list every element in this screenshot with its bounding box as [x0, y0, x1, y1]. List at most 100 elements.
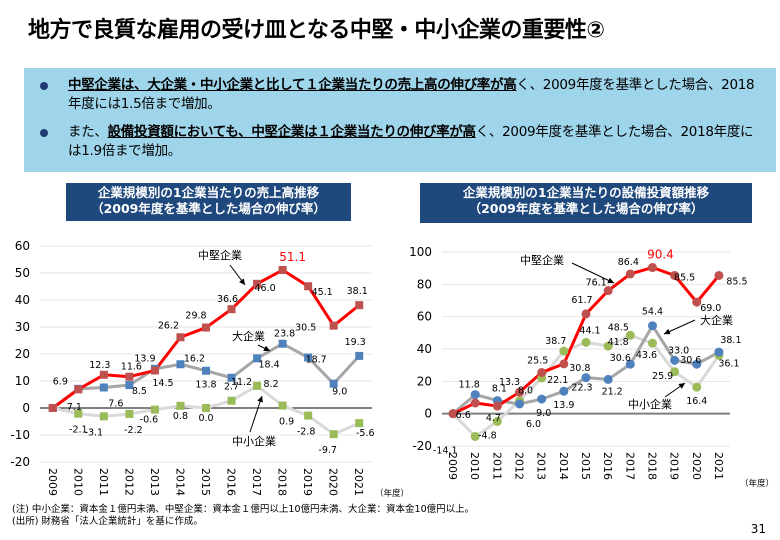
chart-title-line: 企業規模別の1企業当たりの売上高推移 — [97, 185, 320, 200]
data-label-daikigyo: 7.1 — [67, 402, 82, 413]
data-label-chuken: 90.4 — [647, 248, 674, 262]
data-label-chuken: 86.4 — [618, 257, 639, 268]
data-label-chusho: -5.6 — [356, 428, 375, 439]
data-point-chuken — [150, 366, 159, 375]
data-label-daikigyo: 7.6 — [108, 398, 123, 409]
chart-subtitle-line: （2009年度を基準とした場合の伸び率） — [91, 201, 326, 216]
data-label-chuken: 6.9 — [53, 376, 68, 387]
y-tick-label: 50 — [15, 266, 30, 280]
data-label-chusho: 22.1 — [547, 375, 568, 386]
x-axis-unit-label: （年度） — [375, 488, 409, 499]
x-tick-label: 2011 — [97, 468, 110, 496]
data-point-chuken — [74, 385, 83, 394]
data-point-daikigyo — [355, 351, 364, 360]
data-label-chusho: 38.7 — [545, 336, 566, 347]
data-point-daikigyo — [99, 383, 108, 392]
data-point-chusho — [581, 337, 591, 347]
data-label-chusho: 8.2 — [264, 379, 279, 390]
footnote-note: (注) 中小企業：資本金１億円未満、中堅企業：資本金１億円以上10億円未満、大企… — [12, 504, 475, 515]
x-tick-label: 2009 — [46, 468, 59, 496]
x-tick-label: 2011 — [490, 452, 503, 480]
series-annotation-chuken: 中堅企業 — [198, 248, 242, 262]
annotation-arrow — [664, 382, 686, 398]
series-annotation-daikigyo: 大企業 — [700, 313, 733, 327]
series-annotation-chusho: 中小企業 — [232, 434, 276, 448]
data-point-chuken — [304, 282, 313, 291]
x-tick-label: 2019 — [668, 452, 681, 480]
data-label-chusho: 0.9 — [279, 417, 294, 428]
x-axis-unit-label: （年度） — [740, 478, 774, 489]
data-point-chusho — [559, 346, 569, 356]
data-point-daikigyo — [714, 347, 724, 357]
data-point-chuken — [492, 401, 502, 411]
data-point-chuken — [355, 301, 364, 310]
data-point-chusho — [355, 419, 364, 428]
data-point-chusho — [278, 401, 287, 410]
data-point-daikigyo — [603, 374, 613, 384]
data-point-chuken — [329, 321, 338, 330]
y-tick-label: 20 — [417, 374, 432, 388]
data-point-chusho — [329, 430, 338, 439]
data-label-chusho: 2.7 — [224, 382, 239, 393]
data-point-daikigyo — [537, 394, 547, 404]
bullet-emphasis: 中堅企業は、大企業・中小企業と比して１企業当たりの売上高の伸び率が高 — [68, 77, 517, 93]
x-tick-label: 2013 — [148, 468, 161, 496]
data-label-chusho: -3.1 — [85, 427, 104, 438]
bullet-emphasis: 設備投資額においても、中堅企業は１企業当たりの伸び率が高 — [107, 124, 476, 140]
data-label-chusho: 36.1 — [718, 358, 739, 369]
data-label-daikigyo: 8.5 — [132, 386, 147, 397]
data-label-daikigyo: 11.8 — [459, 380, 480, 391]
x-tick-label: 2013 — [535, 452, 548, 480]
data-label-chusho: -0.6 — [140, 415, 159, 426]
y-tick-label: 60 — [417, 310, 432, 324]
data-label-chuken: 26.2 — [158, 320, 179, 331]
x-tick-label: 2015 — [579, 452, 592, 480]
capex-chart-title: 企業規模別の1企業当たりの設備投資額推移 （2009年度を基準とした場合の伸び率… — [420, 183, 752, 223]
data-label-chuken: 25.5 — [527, 355, 548, 366]
bullet-icon — [40, 82, 48, 90]
y-tick-label: 0 — [22, 401, 30, 415]
data-point-daikigyo — [692, 359, 702, 369]
data-point-daikigyo — [329, 379, 338, 388]
data-label-chusho: 16.4 — [686, 396, 707, 407]
data-point-chuken — [692, 297, 702, 307]
data-label-chusho: -2.1 — [69, 425, 88, 436]
data-point-chuken — [625, 269, 635, 279]
data-label-chuken: 85.5 — [674, 272, 695, 283]
data-point-chuken — [515, 387, 525, 397]
x-tick-label: 2021 — [712, 452, 725, 480]
data-label-chuken: 45.1 — [312, 287, 333, 298]
data-label-chusho: 41.8 — [608, 337, 629, 348]
data-point-daikigyo — [647, 321, 657, 331]
data-point-chuken — [537, 367, 547, 377]
data-point-chuken — [99, 370, 108, 379]
data-label-chusho: 0.0 — [198, 413, 213, 424]
y-tick-label: -20 — [10, 455, 30, 469]
data-point-chuken — [125, 372, 134, 381]
x-tick-label: 2009 — [446, 452, 459, 480]
x-tick-label: 2018 — [276, 468, 289, 496]
data-point-daikigyo — [470, 390, 480, 400]
data-label-daikigyo: 8.1 — [492, 384, 507, 395]
y-tick-label: 20 — [15, 347, 30, 361]
data-point-chuken — [581, 309, 591, 319]
data-label-chusho: -2.8 — [297, 427, 316, 438]
data-point-daikigyo — [176, 360, 185, 369]
bullet-prefix: また、 — [68, 124, 108, 140]
data-label-chuken: 38.1 — [347, 286, 368, 297]
y-tick-label: -20 — [412, 439, 432, 453]
footnote-source: (出所) 財務省「法人企業統計」を基に作成。 — [12, 516, 203, 527]
y-tick-label: -10 — [10, 428, 30, 442]
data-point-chusho — [227, 396, 236, 405]
data-label-daikigyo: 54.4 — [642, 307, 663, 318]
data-label-chuken: 36.6 — [217, 294, 238, 305]
data-label-chusho: 8.0 — [518, 386, 533, 397]
data-point-chusho — [603, 341, 613, 351]
data-label-daikigyo: 9.0 — [332, 387, 347, 398]
y-tick-label: 10 — [15, 374, 30, 388]
data-point-daikigyo — [202, 366, 210, 375]
data-point-chuken — [227, 305, 236, 314]
sales-chart-title: 企業規模別の1企業当たりの売上高推移 （2009年度を基準とした場合の伸び率） — [66, 183, 351, 221]
data-label-chuken: 69.0 — [700, 303, 721, 314]
annotation-arrow — [571, 262, 615, 284]
